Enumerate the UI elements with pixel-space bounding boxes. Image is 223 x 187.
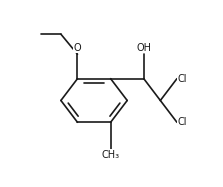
Text: Cl: Cl: [178, 117, 187, 127]
Text: Cl: Cl: [178, 74, 187, 84]
Text: CH₃: CH₃: [101, 150, 120, 160]
Text: OH: OH: [136, 42, 151, 53]
Text: O: O: [74, 42, 81, 53]
